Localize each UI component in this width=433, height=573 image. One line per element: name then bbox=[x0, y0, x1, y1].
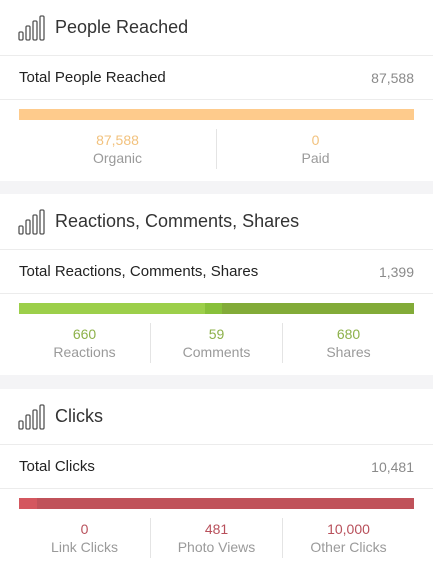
people-reached-stats: 87,588 Organic 0 Paid bbox=[19, 129, 414, 169]
clicks-stats: 0 Link Clicks 481 Photo Views 10,000 Oth… bbox=[19, 518, 414, 558]
engagement-header: Reactions, Comments, Shares bbox=[0, 194, 433, 250]
stat-label: Link Clicks bbox=[51, 538, 118, 555]
engagement-card: Reactions, Comments, Shares Total Reacti… bbox=[0, 194, 433, 375]
photo-views-stat: 481 Photo Views bbox=[150, 518, 282, 558]
comments-bar-segment bbox=[205, 303, 223, 314]
organic-bar-segment bbox=[19, 109, 414, 120]
stat-value: 0 bbox=[80, 520, 89, 537]
section-title: Clicks bbox=[55, 406, 103, 426]
photo-views-bar-segment bbox=[19, 498, 38, 509]
stat-value: 481 bbox=[204, 520, 229, 537]
stat-value: 10,000 bbox=[327, 520, 370, 537]
reactions-stat: 660 Reactions bbox=[19, 323, 150, 363]
paid-stat: 0 Paid bbox=[216, 129, 414, 169]
section-title: People Reached bbox=[55, 17, 189, 37]
reactions-bar-segment bbox=[19, 303, 206, 314]
stat-value: 0 bbox=[311, 131, 320, 148]
clicks-card: Clicks Total Clicks 10,481 0 Link Clicks… bbox=[0, 389, 433, 573]
stat-label: Photo Views bbox=[177, 538, 256, 555]
total-value: 10,481 bbox=[371, 458, 414, 475]
people-reached-header: People Reached bbox=[0, 0, 433, 56]
stat-label: Comments bbox=[182, 343, 251, 360]
comments-stat: 59 Comments bbox=[150, 323, 282, 363]
people-reached-bar bbox=[19, 109, 414, 120]
stat-label: Paid bbox=[301, 149, 330, 166]
total-engagement-row: Total Reactions, Comments, Shares 1,399 bbox=[0, 250, 433, 294]
stat-value: 660 bbox=[72, 325, 97, 342]
stat-value: 59 bbox=[208, 325, 225, 342]
total-value: 87,588 bbox=[371, 69, 414, 86]
stat-label: Other Clicks bbox=[310, 538, 387, 555]
shares-bar-segment bbox=[222, 303, 414, 314]
total-label: Total Clicks bbox=[19, 458, 95, 475]
total-value: 1,399 bbox=[378, 263, 414, 280]
shares-stat: 680 Shares bbox=[282, 323, 414, 363]
people-reached-card: People Reached Total People Reached 87,5… bbox=[0, 0, 433, 181]
other-clicks-bar-segment bbox=[37, 498, 414, 509]
stat-value: 680 bbox=[336, 325, 361, 342]
engagement-stats: 660 Reactions 59 Comments 680 Shares bbox=[19, 323, 414, 363]
other-clicks-stat: 10,000 Other Clicks bbox=[282, 518, 414, 558]
clicks-bar bbox=[19, 498, 414, 509]
bar-chart-icon bbox=[18, 403, 45, 430]
total-label: Total Reactions, Comments, Shares bbox=[19, 263, 259, 280]
organic-stat: 87,588 Organic bbox=[19, 129, 216, 169]
stat-label: Shares bbox=[326, 343, 371, 360]
stat-label: Organic bbox=[92, 149, 143, 166]
clicks-header: Clicks bbox=[0, 389, 433, 445]
stat-value: 87,588 bbox=[96, 131, 139, 148]
link-clicks-stat: 0 Link Clicks bbox=[19, 518, 150, 558]
engagement-bar bbox=[19, 303, 414, 314]
total-label: Total People Reached bbox=[19, 69, 166, 86]
stat-label: Reactions bbox=[53, 343, 116, 360]
bar-chart-icon bbox=[18, 14, 45, 41]
bar-chart-icon bbox=[18, 208, 45, 235]
total-clicks-row: Total Clicks 10,481 bbox=[0, 445, 433, 489]
section-title: Reactions, Comments, Shares bbox=[55, 211, 300, 231]
total-people-reached-row: Total People Reached 87,588 bbox=[0, 56, 433, 100]
